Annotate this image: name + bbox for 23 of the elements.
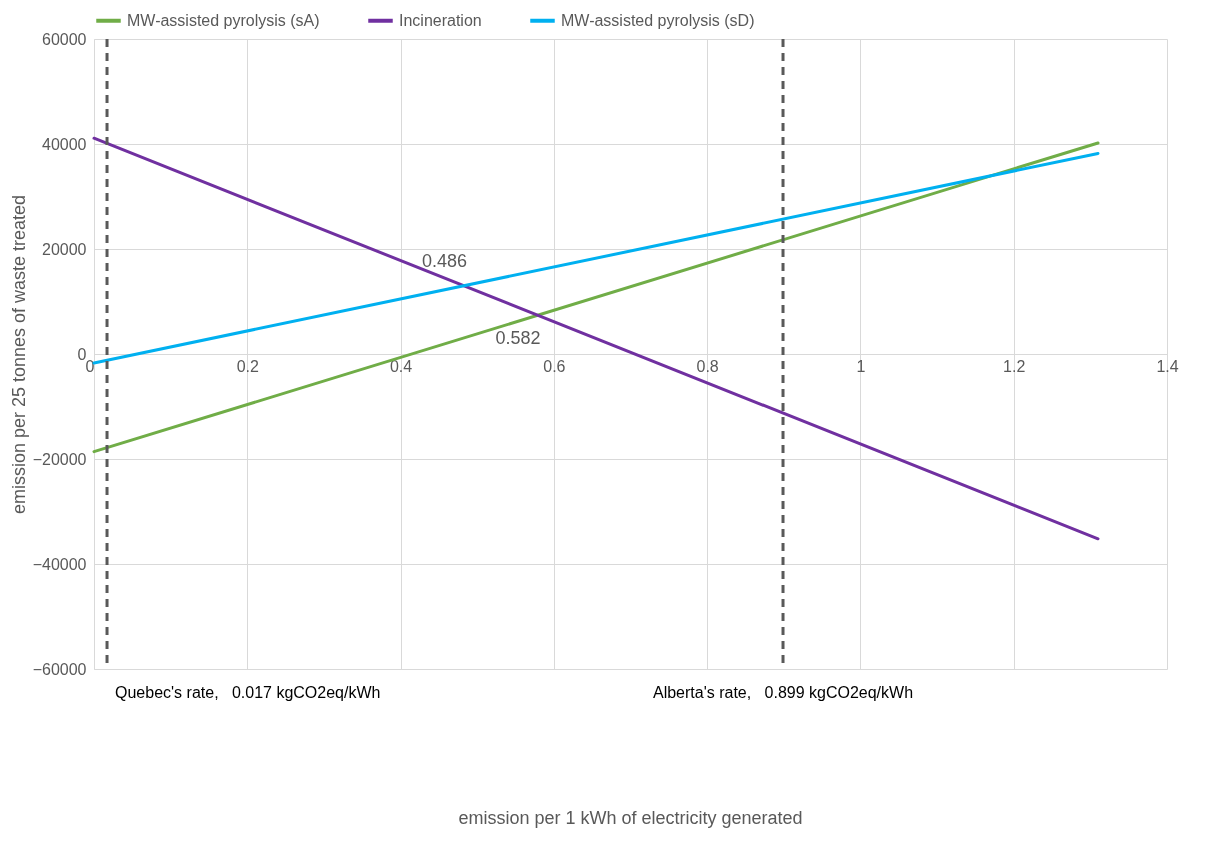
ref-line-label: Alberta's rate, 0.899 kgCO2eq/kWh — [652, 684, 914, 701]
y-tick-label: 40000 — [42, 135, 87, 153]
annotation: 0.582 — [495, 328, 541, 349]
y-axis-title: emission per 25 tonnes of waste treated — [8, 194, 29, 515]
x-tick-label: 1 — [856, 357, 866, 375]
y-tick-label: 20000 — [42, 240, 87, 258]
y-tick-label: 0 — [77, 345, 87, 363]
y-tick-label: −60000 — [32, 660, 87, 678]
text: emission per 1 kWh of electricity generated — [458, 808, 803, 828]
legend-label: MW-assisted pyrolysis (sD) — [561, 11, 755, 29]
annotation: 0.486 — [421, 251, 468, 272]
ref-line-label: Quebec's rate, 0.017 kgCO2eq/kWh — [115, 684, 381, 701]
x-tick-label: 0.4 — [389, 357, 413, 375]
x-tick-label: 1.2 — [1003, 357, 1026, 375]
x-tick-label: 0.2 — [236, 357, 259, 375]
y-tick-label: 60000 — [42, 30, 87, 48]
x-tick-label: 0.6 — [543, 357, 566, 375]
y-tick-label: −40000 — [32, 555, 87, 573]
legend-label: MW-assisted pyrolysis (sA) — [127, 11, 320, 29]
x-tick-label: 1.4 — [1156, 357, 1179, 375]
legend-label: Incineration — [399, 11, 482, 29]
x-tick-label: 0.8 — [696, 357, 719, 375]
y-tick-label: −20000 — [32, 450, 87, 468]
